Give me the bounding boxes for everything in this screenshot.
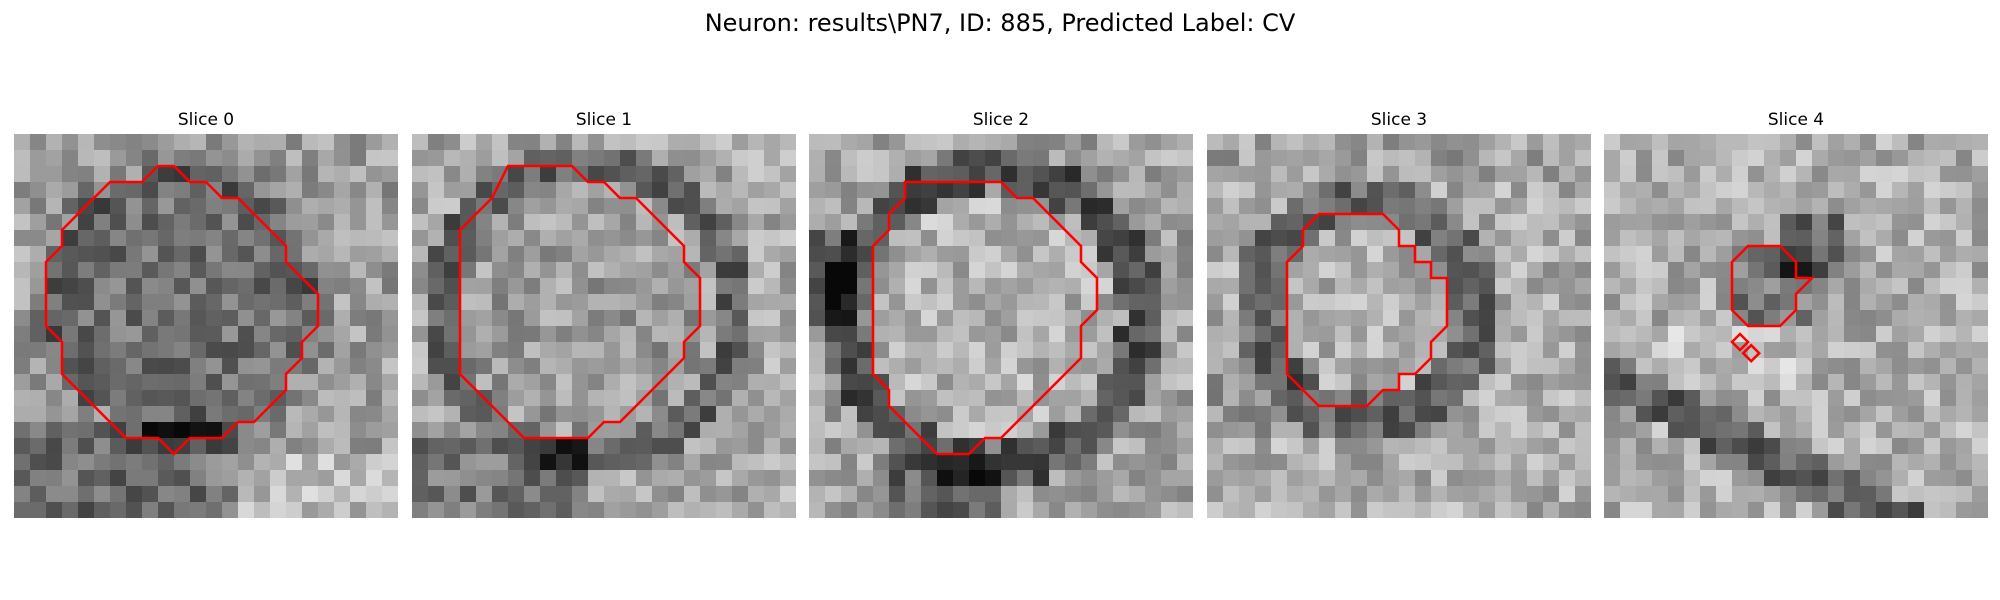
pixel-grid (412, 134, 796, 518)
panel-slice-1: Slice 1 (412, 0, 796, 600)
panel-title: Slice 2 (972, 110, 1030, 130)
panel-title: Slice 4 (1767, 110, 1825, 130)
segmentation-contour (1730, 244, 1816, 328)
pixel-grid (1207, 134, 1591, 518)
slice-image-svg (1207, 134, 1591, 518)
segmentation-contour (458, 164, 702, 440)
slice-image-svg (809, 134, 1193, 518)
pixel-grid (1604, 134, 1988, 518)
panel-slice-3: Slice 3 (1207, 0, 1591, 600)
panel-title: Slice 1 (575, 110, 633, 130)
panel-slice-0: Slice 0 (14, 0, 398, 600)
segmentation-contour (871, 180, 1099, 456)
pixel-grid (809, 134, 1193, 518)
panel-title: Slice 3 (1370, 110, 1428, 130)
segmentation-fragment (1741, 343, 1762, 364)
slice-image (14, 134, 398, 518)
slice-image-svg (14, 134, 398, 518)
segmentation-contour (1285, 212, 1449, 408)
panel-slice-2: Slice 2 (809, 0, 1193, 600)
slice-image (1207, 134, 1591, 518)
slice-image-svg (1604, 134, 1988, 518)
segmentation-contour (44, 164, 320, 456)
segmentation-fragment (1730, 332, 1750, 352)
panel-title: Slice 0 (177, 110, 235, 130)
figure-title: Neuron: results\PN7, ID: 885, Predicted … (704, 9, 1296, 37)
panel-slice-4: Slice 4 (1604, 0, 1988, 600)
slice-image (1604, 134, 1988, 518)
slice-image-svg (412, 134, 796, 518)
slice-image (809, 134, 1193, 518)
pixel-grid (14, 134, 398, 518)
slice-image (412, 134, 796, 518)
